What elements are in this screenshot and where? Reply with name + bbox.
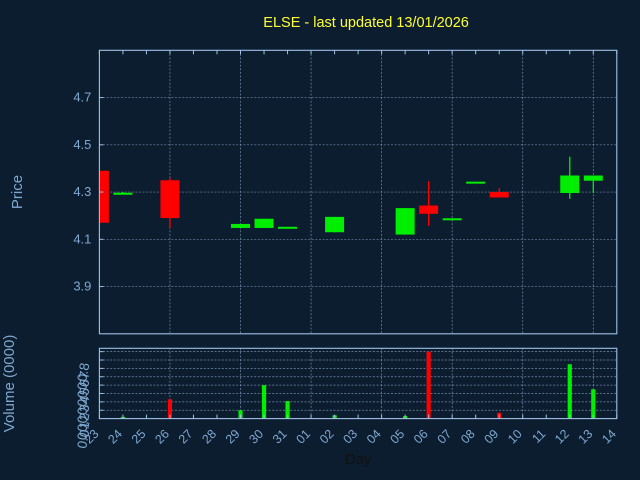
svg-text:Day: Day xyxy=(345,451,372,468)
svg-text:Price: Price xyxy=(9,175,26,209)
svg-text:4.3: 4.3 xyxy=(73,184,91,199)
svg-text:4.1: 4.1 xyxy=(73,231,91,246)
svg-text:Volume (0000): Volume (0000) xyxy=(1,335,18,433)
svg-text:0.8: 0.8 xyxy=(74,362,92,383)
svg-text:3.9: 3.9 xyxy=(73,279,91,294)
svg-text:4.7: 4.7 xyxy=(73,90,91,105)
svg-text:4.5: 4.5 xyxy=(73,137,91,152)
svg-text:ELSE - last updated 13/01/2026: ELSE - last updated 13/01/2026 xyxy=(263,15,469,31)
